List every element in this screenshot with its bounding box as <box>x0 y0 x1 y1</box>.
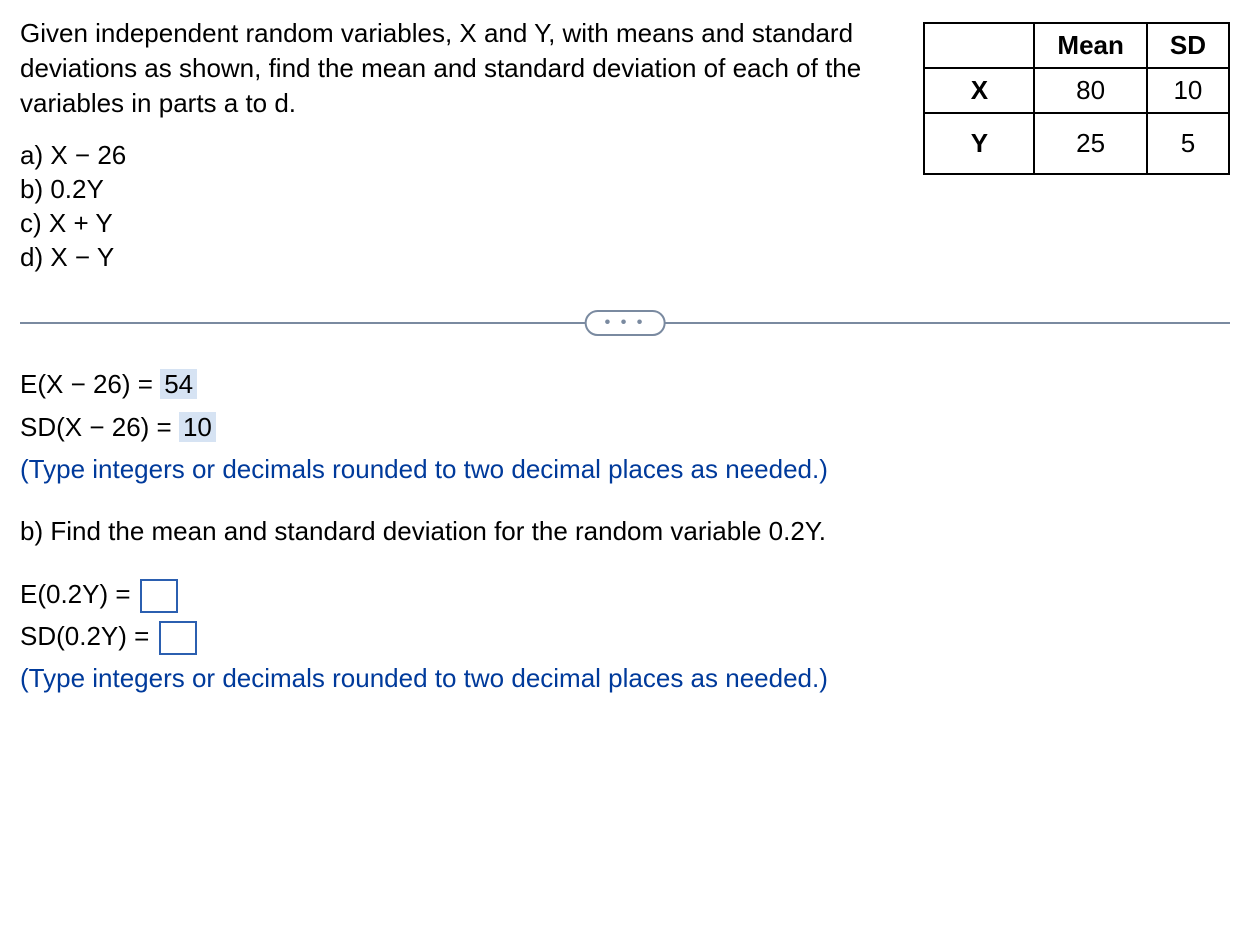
table-row-x-label: X <box>924 68 1034 113</box>
table-row-y: Y 25 5 <box>924 113 1229 174</box>
answer-b-sd-label: SD(0.2Y) = <box>20 621 149 651</box>
answer-a-sd-line: SD(X − 26) = 10 <box>20 407 1230 447</box>
answers-section: E(X − 26) = 54 SD(X − 26) = 10 (Type int… <box>20 364 1230 698</box>
question-top-section: Given independent random variables, X an… <box>20 16 1230 274</box>
table-row-x: X 80 10 <box>924 68 1229 113</box>
hint-text-1: (Type integers or decimals rounded to tw… <box>20 449 1230 489</box>
part-a: a) X − 26 <box>20 139 893 173</box>
section-divider: • • • <box>20 322 1230 324</box>
answer-a-e-line: E(X − 26) = 54 <box>20 364 1230 404</box>
part-d: d) X − Y <box>20 241 893 275</box>
table-row-x-mean: 80 <box>1034 68 1146 113</box>
table-row-y-label: Y <box>924 113 1034 174</box>
answer-b-sd-line: SD(0.2Y) = <box>20 616 1230 656</box>
expand-collapse-button[interactable]: • • • <box>585 310 666 336</box>
answer-b-e-input[interactable] <box>140 579 178 613</box>
parts-list: a) X − 26 b) 0.2Y c) X + Y d) X − Y <box>20 139 893 274</box>
question-prompt: Given independent random variables, X an… <box>20 16 893 121</box>
stats-table: Mean SD X 80 10 Y 25 5 <box>923 22 1230 175</box>
table-header-sd: SD <box>1147 23 1229 68</box>
part-b: b) 0.2Y <box>20 173 893 207</box>
answer-b-e-label: E(0.2Y) = <box>20 579 131 609</box>
hint-text-2: (Type integers or decimals rounded to tw… <box>20 658 1230 698</box>
table-header-mean: Mean <box>1034 23 1146 68</box>
table-row-y-mean: 25 <box>1034 113 1146 174</box>
answer-b-sd-input[interactable] <box>159 621 197 655</box>
part-b-prompt: b) Find the mean and standard deviation … <box>20 511 1230 551</box>
table-row-x-sd: 10 <box>1147 68 1229 113</box>
answer-b-e-line: E(0.2Y) = <box>20 574 1230 614</box>
answer-a-sd-value: 10 <box>179 412 216 442</box>
part-c: c) X + Y <box>20 207 893 241</box>
table-row-y-sd: 5 <box>1147 113 1229 174</box>
answer-a-e-value: 54 <box>160 369 197 399</box>
answer-a-e-label: E(X − 26) = <box>20 369 160 399</box>
answer-a-sd-label: SD(X − 26) = <box>20 412 179 442</box>
prompt-column: Given independent random variables, X an… <box>20 16 893 274</box>
table-header-row: Mean SD <box>924 23 1229 68</box>
table-header-blank <box>924 23 1034 68</box>
